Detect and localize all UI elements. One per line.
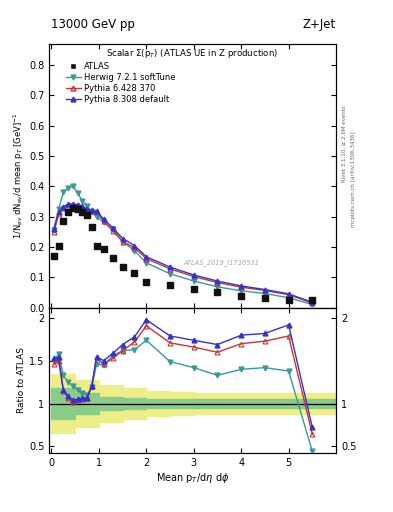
Point [167,281,173,289]
Point [84,211,90,219]
Point [74,205,81,213]
Point [79,208,85,216]
Point [238,291,244,300]
Text: Rivet 3.1.10, ≥ 2.6M events: Rivet 3.1.10, ≥ 2.6M events [342,105,347,182]
Point [143,278,149,286]
Point [309,296,316,304]
Point [70,203,76,211]
Point [60,217,66,225]
Point [285,296,292,305]
Point [262,294,268,302]
Point [65,208,71,216]
Y-axis label: Ratio to ATLAS: Ratio to ATLAS [17,348,26,414]
Text: mcplots.cern.ch [arXiv:1306.3436]: mcplots.cern.ch [arXiv:1306.3436] [351,132,356,227]
Point [94,242,100,250]
Text: 13000 GeV pp: 13000 GeV pp [51,18,135,31]
Point [131,269,138,277]
Point [191,285,197,293]
X-axis label: Mean p$_T$/d$\eta$ d$\phi$: Mean p$_T$/d$\eta$ d$\phi$ [156,471,230,485]
Text: Z+Jet: Z+Jet [303,18,336,31]
Y-axis label: 1/N$_{ev}$ dN$_{ev}$/d mean p$_T$ [GeV]$^{-1}$: 1/N$_{ev}$ dN$_{ev}$/d mean p$_T$ [GeV]$… [12,112,26,239]
Point [55,242,62,250]
Point [51,252,57,260]
Point [119,263,126,271]
Point [101,244,107,252]
Text: Scalar $\Sigma$(p$_T$) (ATLAS UE in Z production): Scalar $\Sigma$(p$_T$) (ATLAS UE in Z pr… [107,48,279,60]
Legend: ATLAS, Herwig 7.2.1 softTune, Pythia 6.428 370, Pythia 8.308 default: ATLAS, Herwig 7.2.1 softTune, Pythia 6.4… [62,58,179,108]
Point [89,223,95,231]
Point [110,253,116,262]
Point [214,288,220,296]
Text: ATLAS_2019_I1736531: ATLAS_2019_I1736531 [183,260,259,266]
